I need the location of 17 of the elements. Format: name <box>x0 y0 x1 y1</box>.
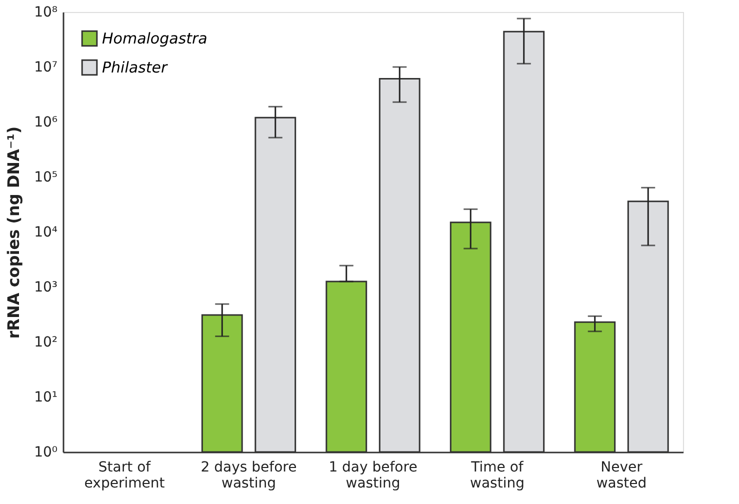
y-tick-label: 10⁷ <box>34 60 58 76</box>
y-tick-label: 10¹ <box>34 390 58 406</box>
legend-label: Homalogastra <box>102 30 208 48</box>
y-tick-label: 10² <box>34 334 58 350</box>
y-tick-label: 10⁶ <box>34 114 58 130</box>
x-tick-label: Never wasted <box>596 460 647 492</box>
legend-label: Philaster <box>102 58 168 76</box>
y-tick-label: 10⁴ <box>34 224 58 240</box>
y-tick-label: 10⁵ <box>34 170 58 186</box>
y-tick-label: 10³ <box>34 280 58 296</box>
x-tick-label: Time of wasting <box>470 460 524 492</box>
x-tick-label: 1 day before wasting <box>328 460 418 492</box>
x-tick-label: 2 days before wasting <box>200 460 297 492</box>
y-tick-label: 10⁰ <box>34 444 58 460</box>
y-axis-title: rRNA copies (ng DNA⁻¹) <box>4 126 24 339</box>
y-tick-label: 10⁸ <box>34 4 58 20</box>
x-tick-label: Start of experiment <box>84 460 166 492</box>
